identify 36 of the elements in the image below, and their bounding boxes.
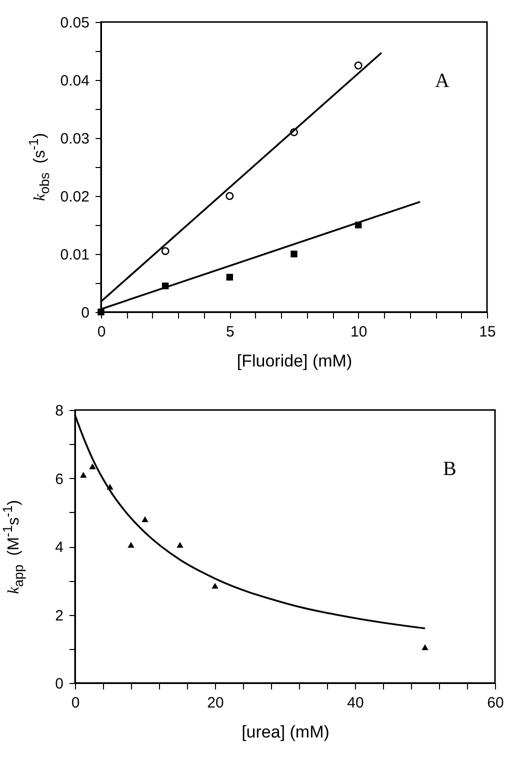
- point: [80, 472, 87, 478]
- point: [89, 463, 96, 470]
- point: [98, 308, 104, 316]
- x-tick-label: 20: [207, 694, 224, 712]
- point: [290, 250, 298, 258]
- y-tick-label: 6: [55, 470, 64, 488]
- y-tick-label: 0.05: [60, 14, 90, 32]
- y-tick-label: 0: [55, 676, 64, 692]
- point: [354, 62, 362, 70]
- point: [290, 128, 298, 136]
- x-tick-label: 40: [347, 694, 364, 712]
- y-tick-label: 0: [81, 304, 90, 322]
- y-tick-label: 0.03: [60, 130, 90, 148]
- y-tick-label: 8: [55, 402, 64, 420]
- x-tick-label: 5: [226, 324, 234, 340]
- y-tick-label: 0.02: [60, 188, 90, 206]
- y-tick-label: 0.04: [60, 72, 90, 90]
- x-tick-label: 10: [350, 324, 368, 340]
- point: [212, 582, 218, 589]
- y-tick-label: 4: [55, 539, 64, 556]
- y-tick-label: 2: [55, 607, 64, 624]
- point: [142, 516, 148, 522]
- point: [176, 542, 184, 548]
- annotation: B: [443, 458, 456, 481]
- annotation: A: [435, 70, 450, 93]
- x-tick-label: 60: [487, 694, 504, 712]
- y-tick-label: 0.01: [60, 246, 90, 264]
- point: [226, 274, 234, 281]
- point: [161, 247, 170, 256]
- point: [422, 644, 428, 650]
- x-axis-title: [urea] (mM): [242, 722, 330, 742]
- point: [128, 542, 134, 548]
- x-tick-label: 0: [97, 324, 106, 340]
- point: [226, 192, 234, 200]
- x-tick-label: 15: [479, 324, 496, 340]
- x-axis-title: [Fluoride] (mM): [236, 352, 352, 370]
